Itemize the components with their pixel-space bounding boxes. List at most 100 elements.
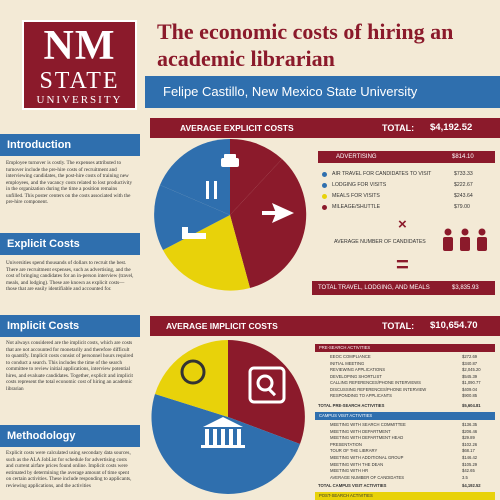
author-bar: Felipe Castillo, New Mexico State Univer… xyxy=(145,76,500,108)
total-travel-value: $3,835.93 xyxy=(452,285,479,291)
magnifier-icon xyxy=(248,366,286,404)
pie-slice-pre-search xyxy=(228,340,305,444)
post-search-heading: POST-SEARCH ACTIVITIES xyxy=(315,492,495,500)
fork-knife-icon xyxy=(206,181,217,199)
implicit-item-label: INITIAL MEETING xyxy=(330,360,365,366)
pie-slice-meals xyxy=(163,215,250,291)
explicit-costs-body: Universities spend thousands of dollars … xyxy=(6,260,134,292)
explicit-costs-label: AVERAGE EXPLICIT COSTS xyxy=(180,123,294,133)
average-candidates-label: AVERAGE NUMBER OF CANDIDATES xyxy=(334,239,426,245)
campus-visit-total-value: $4,192.52 xyxy=(462,483,481,488)
advertising-row: ADVERTISING $814.10 xyxy=(318,151,495,163)
implicit-costs-heading: Implicit Costs xyxy=(0,315,140,337)
top-bar xyxy=(0,0,500,14)
campus-visit-total-label: TOTAL CAMPUS VISIT ACTIVITIES xyxy=(318,483,387,488)
implicit-item-value: $2,045.20 xyxy=(462,367,481,372)
implicit-costs-band: AVERAGE IMPLICIT COSTS TOTAL: $10,654.70 xyxy=(150,316,500,336)
advertising-value: $814.10 xyxy=(452,154,474,160)
implicit-item-value: $105.29 xyxy=(462,461,478,467)
logo-university: UNIVERSITY xyxy=(36,94,123,106)
logo-state: STATE xyxy=(39,68,120,94)
implicit-item-label: DEVELOPING SHORTLIST xyxy=(330,373,382,379)
advertising-label: ADVERTISING xyxy=(336,154,377,160)
implicit-item-label: REVIEWING APPLICATIONS xyxy=(330,367,386,372)
lodging-value: $222.67 xyxy=(454,182,473,188)
explicit-total-label: TOTAL: xyxy=(382,123,415,133)
methodology-heading: Methodology xyxy=(0,425,140,447)
equals-symbol: = xyxy=(396,252,409,277)
implicit-item-label: AVERAGE NUMBER OF CANDIDATES xyxy=(330,474,405,480)
implicit-item-label: MEETING WITH HR xyxy=(330,468,369,474)
university-building-icon xyxy=(201,417,245,448)
lodging-dot xyxy=(322,183,327,188)
pie-slice-post-search xyxy=(155,340,228,417)
multiply-symbol: × xyxy=(398,216,407,233)
meals-label: MEALS FOR VISITS xyxy=(332,193,380,199)
meals-dot xyxy=(322,194,327,199)
implicit-item-label: MEETING WITH THE DEAN xyxy=(330,461,384,467)
introduction-body: Employee turnover is costly. The expense… xyxy=(6,160,133,205)
implicit-item-label: MEETING WITH DEPARTMENT HEAD xyxy=(330,435,404,441)
nmsu-logo: NM STATE UNIVERSITY xyxy=(22,20,137,110)
implicit-item-value: $900.85 xyxy=(462,393,478,398)
implicit-total-value: $10,654.70 xyxy=(430,320,478,331)
pre-search-total-label: TOTAL PRE-SEARCH ACTIVITIES xyxy=(318,403,385,408)
implicit-item-value: $42.65 xyxy=(462,468,475,474)
total-travel-row: TOTAL TRAVEL, LODGING, AND MEALS $3,835.… xyxy=(312,281,495,295)
implicit-item-value: $272.69 xyxy=(462,354,478,359)
explicit-total-value: $4,192.52 xyxy=(430,122,473,133)
campus-visit-heading: CAMPUS VISIT ACTIVITIES xyxy=(315,412,495,420)
candidates-people-icon xyxy=(443,228,487,251)
implicit-item-label: CALLING REFERENCES/PHONE INTERVIEWS xyxy=(330,380,421,385)
implicit-item-label: MEETING WITH SEARCH COMMITTEE xyxy=(330,422,406,427)
mileage-value: $79.00 xyxy=(454,204,470,210)
implicit-item-value: $102.26 xyxy=(462,441,478,447)
implicit-item-value: $136.35 xyxy=(462,422,478,427)
implicit-item-label: TOUR OF THE LIBRARY xyxy=(330,448,378,454)
implicit-item-label: RESPONDING TO APPLICANTS xyxy=(330,393,392,398)
implicit-item-value: $146.42 xyxy=(462,455,478,460)
airplane-icon xyxy=(262,203,294,223)
implicit-item-value: $545.39 xyxy=(462,373,478,379)
explicit-costs-band: AVERAGE EXPLICIT COSTS TOTAL: $4,192.52 xyxy=(150,118,500,138)
bed-icon xyxy=(182,227,206,239)
implicit-item-label: PRESENTATION xyxy=(330,441,362,447)
logo-nm: NM xyxy=(43,23,116,69)
clock-icon xyxy=(180,359,206,385)
explicit-costs-heading: Explicit Costs xyxy=(0,233,140,255)
pie-slice-mileage xyxy=(160,138,230,215)
air-travel-dot xyxy=(322,172,327,177)
mileage-label: MILEAGE/SHUTTLE xyxy=(332,204,381,210)
methodology-body: Explicit costs were calculated using sec… xyxy=(6,450,132,489)
implicit-costs-label: AVERAGE IMPLICIT COSTS xyxy=(166,321,278,331)
implicit-item-value: $29.89 xyxy=(462,435,475,441)
left-column: Introduction Employee turnover is costly… xyxy=(0,122,140,500)
pie-slice-campus-visit xyxy=(151,394,300,494)
mileage-dot xyxy=(322,205,327,210)
pie-slice-air-travel xyxy=(230,159,307,288)
pie-slice-advertising xyxy=(230,138,282,215)
explicit-pie-chart xyxy=(154,138,307,291)
implicit-item-label: MEETING WITH ADDITIONAL GROUP xyxy=(330,455,404,460)
implicit-item-value: $1,090.77 xyxy=(462,380,481,385)
pre-search-heading: PRE-SEARCH ACTIVITIES xyxy=(315,344,495,352)
implicit-item-value: $206.46 xyxy=(462,428,478,434)
pre-search-total-value: $5,604.81 xyxy=(462,403,481,408)
implicit-item-label: MEETING WITH DEPARTMENT xyxy=(330,428,391,434)
air-travel-value: $733.33 xyxy=(454,171,473,177)
lodging-label: LODGING FOR VISITS xyxy=(332,182,387,188)
introduction-heading: Introduction xyxy=(0,134,140,156)
implicit-pie-chart xyxy=(151,340,305,494)
poster-title: The economic costs of hiring an academic… xyxy=(157,19,454,71)
meals-value: $243.64 xyxy=(454,193,473,199)
implicit-total-label: TOTAL: xyxy=(382,321,415,331)
total-travel-label: TOTAL TRAVEL, LODGING, AND MEALS xyxy=(318,285,430,291)
pie-slice-lodging xyxy=(154,185,230,250)
implicit-costs-body: Not always considered are the implicit c… xyxy=(6,340,134,392)
implicit-item-value: $409.04 xyxy=(462,386,478,392)
implicit-item-label: DISCUSSING REFERENCES/PHONE INTERVIEW xyxy=(330,386,427,392)
implicit-item-value: $340.87 xyxy=(462,360,478,366)
implicit-item-value: 3.5 xyxy=(462,474,468,480)
implicit-item-label: EEOC COMPLIANCE xyxy=(330,354,371,359)
air-travel-label: AIR TRAVEL FOR CANDIDATES TO VISIT xyxy=(332,171,432,177)
